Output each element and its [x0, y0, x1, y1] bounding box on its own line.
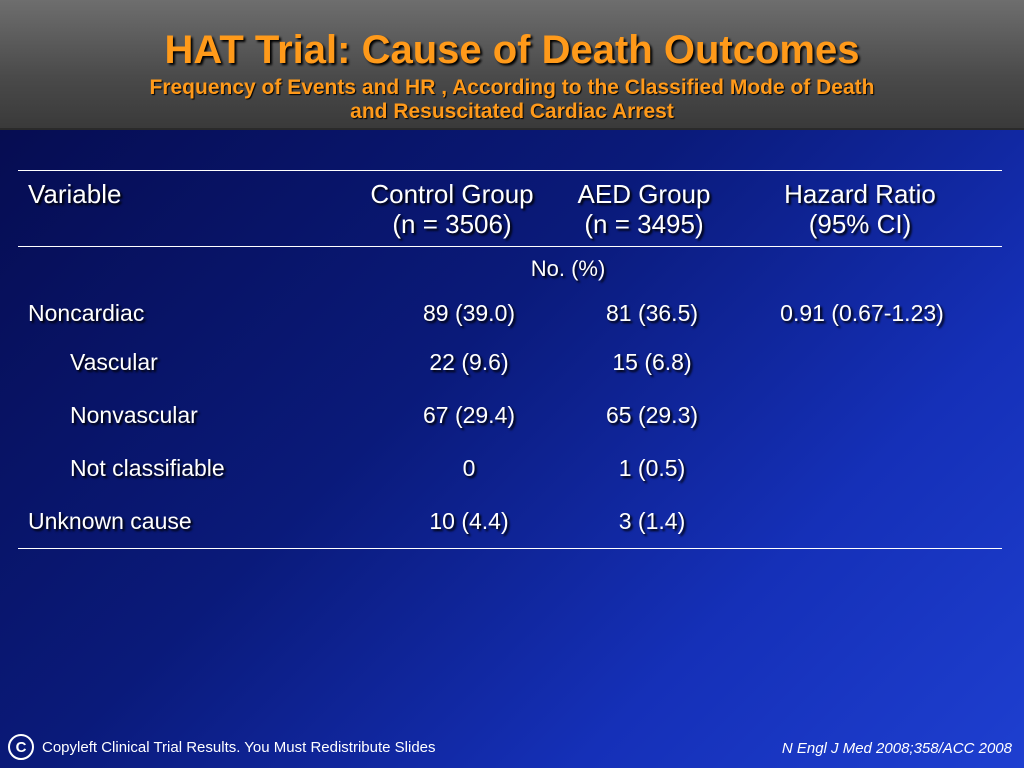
table-header-rule [18, 246, 1002, 247]
subtitle-line-1: Frequency of Events and HR , According t… [149, 76, 875, 99]
copyleft-text: Copyleft Clinical Trial Results. You Mus… [42, 738, 436, 756]
header-variable: Variable [28, 179, 122, 209]
header-aed-title: AED Group [577, 179, 711, 209]
row-control-noncardiac: 89 (39.0) [422, 300, 516, 326]
header-aed-n: (n = 3495) [584, 209, 704, 239]
row-hr-noncardiac: 0.91 (0.67-1.23) [780, 300, 944, 326]
table-bottom-rule [18, 548, 1002, 549]
row-control-unknown-cause: 10 (4.4) [429, 508, 509, 534]
copyleft-notice: C Copyleft Clinical Trial Results. You M… [8, 734, 436, 760]
header-control-n: (n = 3506) [392, 209, 512, 239]
header-hazard-ratio: Hazard Ratio (95% CI) [760, 179, 960, 239]
subtitle-line-2: and Resuscitated Cardiac Arrest [350, 100, 674, 123]
copyleft-icon: C [8, 734, 34, 760]
citation-text: N Engl J Med 2008;358/ACC 2008 [781, 740, 1012, 757]
slide-header: HAT Trial: Cause of Death Outcomes Frequ… [0, 0, 1024, 130]
header-aed-group: AED Group (n = 3495) [554, 179, 734, 239]
row-aed-noncardiac: 81 (36.5) [605, 300, 699, 326]
table-top-rule [18, 170, 1002, 171]
header-control-title: Control Group [370, 179, 534, 209]
header-hr-title: Hazard Ratio [784, 179, 936, 209]
row-label-not-classifiable: Not classifiable [70, 455, 225, 481]
header-hr-ci: (95% CI) [808, 209, 912, 239]
row-control-vascular: 22 (9.6) [429, 349, 509, 375]
row-aed-nonvascular: 65 (29.3) [605, 402, 699, 428]
row-aed-unknown-cause: 3 (1.4) [618, 508, 686, 534]
row-aed-vascular: 15 (6.8) [612, 349, 692, 375]
row-control-not-classifiable: 0 [462, 455, 476, 481]
row-label-noncardiac: Noncardiac [28, 300, 145, 326]
row-aed-not-classifiable: 1 (0.5) [618, 455, 686, 481]
row-label-unknown-cause: Unknown cause [28, 508, 192, 534]
row-control-nonvascular: 67 (29.4) [422, 402, 516, 428]
slide-title: HAT Trial: Cause of Death Outcomes [164, 28, 860, 72]
row-label-nonvascular: Nonvascular [70, 402, 198, 428]
row-label-vascular: Vascular [70, 349, 158, 375]
slide-subtitle: Frequency of Events and HR , According t… [0, 76, 1024, 124]
header-control-group: Control Group (n = 3506) [352, 179, 552, 239]
units-label: No. (%) [530, 256, 606, 281]
